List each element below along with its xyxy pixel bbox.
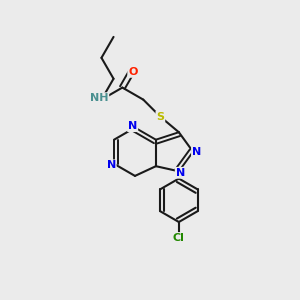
Text: S: S: [156, 112, 164, 122]
Text: NH: NH: [90, 93, 108, 103]
Text: N: N: [106, 160, 116, 170]
Text: Cl: Cl: [173, 233, 185, 243]
Text: O: O: [128, 67, 138, 77]
Text: N: N: [128, 121, 137, 131]
Text: N: N: [192, 147, 201, 157]
Text: N: N: [176, 168, 185, 178]
